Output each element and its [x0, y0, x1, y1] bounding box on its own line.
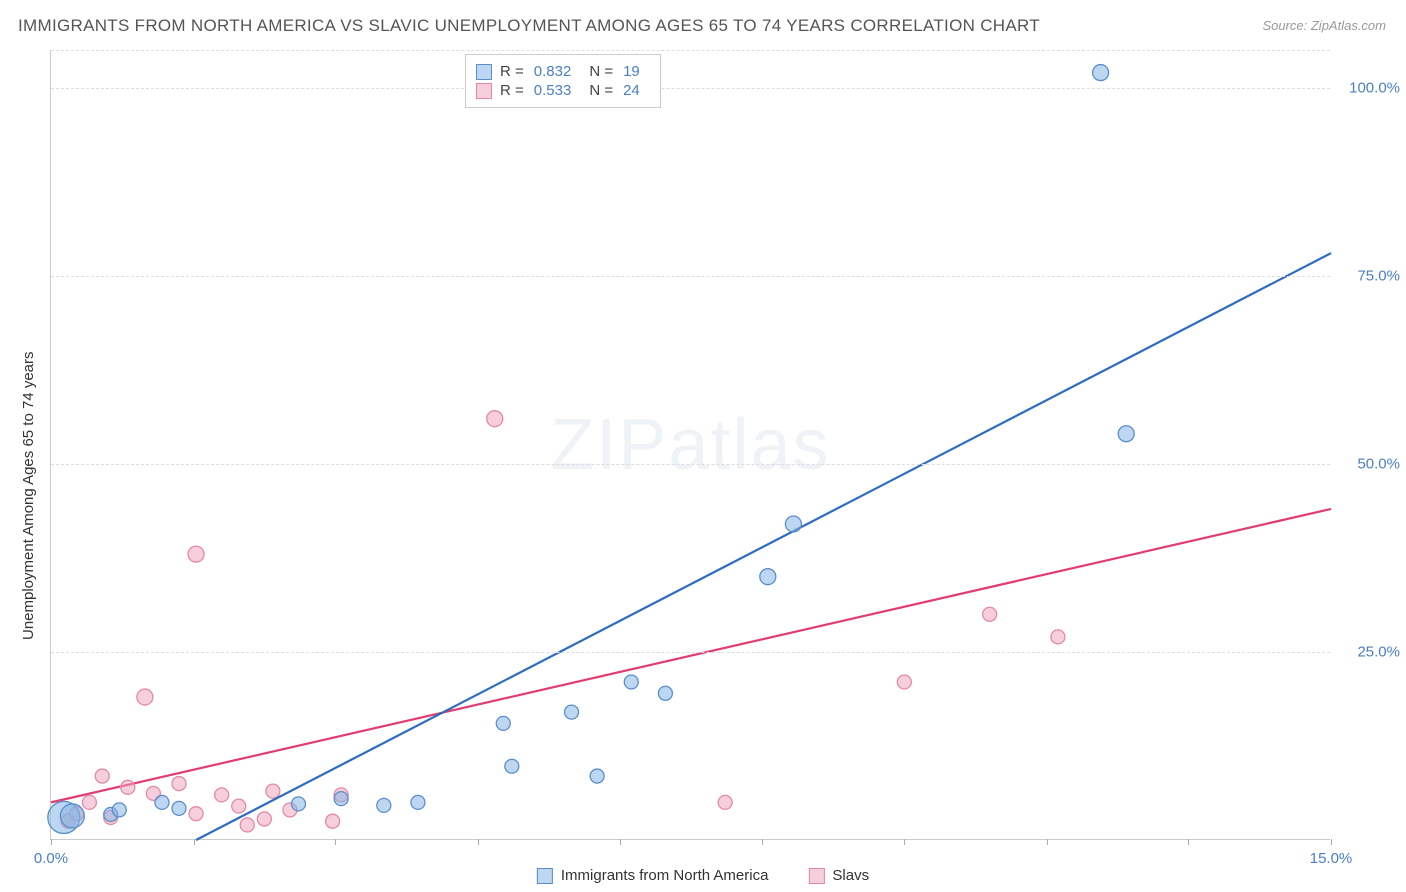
n-label-a: N = — [589, 63, 613, 80]
data-point-a — [505, 759, 519, 773]
data-point-a — [1093, 65, 1109, 81]
gridline — [51, 652, 1330, 653]
data-point-b — [188, 546, 204, 562]
data-point-b — [240, 818, 254, 832]
y-tick-label: 50.0% — [1357, 455, 1400, 472]
source-name: ZipAtlas.com — [1311, 18, 1386, 33]
chart-title: IMMIGRANTS FROM NORTH AMERICA VS SLAVIC … — [18, 16, 1040, 36]
x-tick — [1331, 839, 1332, 845]
correlation-row-b: R = 0.533 N = 24 — [476, 82, 650, 99]
data-point-a — [112, 803, 126, 817]
data-point-b — [121, 780, 135, 794]
x-tick-label: 0.0% — [34, 850, 68, 867]
data-point-a — [291, 797, 305, 811]
source-attribution: Source: ZipAtlas.com — [1262, 18, 1386, 33]
data-point-a — [590, 769, 604, 783]
y-tick-label: 100.0% — [1349, 79, 1400, 96]
data-point-a — [411, 795, 425, 809]
y-tick-label: 75.0% — [1357, 267, 1400, 284]
data-point-b — [266, 784, 280, 798]
x-tick — [51, 839, 52, 845]
data-point-b — [82, 795, 96, 809]
data-point-a — [565, 705, 579, 719]
data-point-a — [377, 798, 391, 812]
x-tick — [335, 839, 336, 845]
data-point-a — [624, 675, 638, 689]
source-prefix: Source: — [1262, 18, 1310, 33]
x-tick — [904, 839, 905, 845]
data-point-a — [172, 801, 186, 815]
x-tick — [762, 839, 763, 845]
y-tick-label: 25.0% — [1357, 643, 1400, 660]
x-tick — [1047, 839, 1048, 845]
data-point-b — [1051, 630, 1065, 644]
x-tick — [194, 839, 195, 845]
data-point-b — [326, 814, 340, 828]
data-point-b — [172, 777, 186, 791]
data-point-a — [785, 516, 801, 532]
legend-swatch-b-bottom — [808, 868, 824, 884]
data-point-a — [760, 569, 776, 585]
data-point-b — [232, 799, 246, 813]
n-label-b: N = — [589, 82, 613, 99]
correlation-legend-box: R = 0.832 N = 19 R = 0.533 N = 24 — [465, 54, 661, 108]
data-point-a — [60, 804, 84, 828]
data-point-b — [897, 675, 911, 689]
data-point-b — [487, 411, 503, 427]
plot-area: ZIPatlas 25.0%50.0%75.0%100.0%0.0%15.0% — [50, 50, 1330, 840]
legend-swatch-a — [476, 64, 492, 80]
data-point-b — [718, 795, 732, 809]
data-point-b — [189, 807, 203, 821]
legend-label-b: Slavs — [832, 867, 869, 884]
bottom-legend: Immigrants from North America Slavs — [537, 867, 869, 884]
data-point-a — [155, 795, 169, 809]
r-label-a: R = — [500, 63, 524, 80]
legend-item-b: Slavs — [808, 867, 869, 884]
data-point-b — [215, 788, 229, 802]
data-point-b — [95, 769, 109, 783]
correlation-row-a: R = 0.832 N = 19 — [476, 63, 650, 80]
legend-swatch-b — [476, 83, 492, 99]
data-point-a — [334, 792, 348, 806]
gridline — [51, 88, 1330, 89]
r-label-b: R = — [500, 82, 524, 99]
n-value-b: 24 — [623, 82, 640, 99]
legend-swatch-a-bottom — [537, 868, 553, 884]
trend-line-a — [196, 253, 1331, 840]
gridline — [51, 276, 1330, 277]
data-point-b — [137, 689, 153, 705]
gridline — [51, 50, 1330, 51]
scatter-svg — [51, 50, 1330, 839]
trend-line-b — [51, 509, 1331, 802]
legend-label-a: Immigrants from North America — [561, 867, 769, 884]
n-value-a: 19 — [623, 63, 640, 80]
data-point-a — [1118, 426, 1134, 442]
data-point-a — [658, 686, 672, 700]
r-value-b: 0.533 — [534, 82, 572, 99]
legend-item-a: Immigrants from North America — [537, 867, 769, 884]
data-point-b — [983, 607, 997, 621]
data-point-b — [257, 812, 271, 826]
x-tick — [1188, 839, 1189, 845]
gridline — [51, 464, 1330, 465]
x-tick — [620, 839, 621, 845]
x-tick — [478, 839, 479, 845]
data-point-a — [496, 716, 510, 730]
y-axis-label: Unemployment Among Ages 65 to 74 years — [20, 351, 37, 640]
r-value-a: 0.832 — [534, 63, 572, 80]
x-tick-label: 15.0% — [1310, 850, 1353, 867]
